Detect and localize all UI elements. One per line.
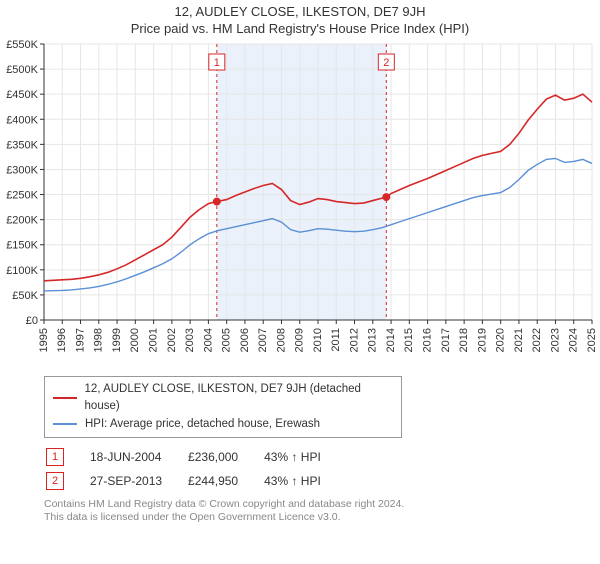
legend-swatch xyxy=(53,423,77,425)
svg-text:2006: 2006 xyxy=(239,328,251,352)
svg-text:2025: 2025 xyxy=(586,328,598,352)
transaction-marker: 1 xyxy=(46,448,64,466)
legend-item: 12, AUDLEY CLOSE, ILKESTON, DE7 9JH (det… xyxy=(53,381,393,416)
svg-text:£250K: £250K xyxy=(6,190,38,202)
svg-text:£0: £0 xyxy=(26,315,38,327)
svg-text:1: 1 xyxy=(214,57,220,69)
svg-text:2010: 2010 xyxy=(312,328,324,352)
svg-text:£50K: £50K xyxy=(12,290,38,302)
transaction-price: £244,950 xyxy=(188,470,262,492)
svg-text:2008: 2008 xyxy=(275,328,287,352)
transaction-hpi: 43% ↑ HPI xyxy=(264,446,345,468)
svg-text:2: 2 xyxy=(383,57,389,69)
svg-text:2023: 2023 xyxy=(549,328,561,352)
legend-label: HPI: Average price, detached house, Erew… xyxy=(85,416,320,433)
footnote-line2: This data is licensed under the Open Gov… xyxy=(44,511,600,525)
transaction-date: 27-SEP-2013 xyxy=(90,470,186,492)
table-row: 2 27-SEP-2013£244,95043% ↑ HPI xyxy=(46,470,345,492)
legend: 12, AUDLEY CLOSE, ILKESTON, DE7 9JH (det… xyxy=(44,376,402,438)
legend-label: 12, AUDLEY CLOSE, ILKESTON, DE7 9JH (det… xyxy=(85,381,393,416)
svg-text:2019: 2019 xyxy=(476,328,488,352)
svg-text:2017: 2017 xyxy=(440,328,452,352)
svg-text:2003: 2003 xyxy=(184,328,196,352)
svg-text:£400K: £400K xyxy=(6,114,38,126)
footnote: Contains HM Land Registry data © Crown c… xyxy=(44,498,600,525)
transaction-hpi: 43% ↑ HPI xyxy=(264,470,345,492)
svg-text:2022: 2022 xyxy=(531,328,543,352)
footnote-line1: Contains HM Land Registry data © Crown c… xyxy=(44,498,600,512)
chart-container: £0 £50K £100K £150K £200K £250K £300K £350K £400… xyxy=(0,40,600,370)
svg-text:2015: 2015 xyxy=(403,328,415,352)
svg-text:1999: 1999 xyxy=(111,328,123,352)
svg-text:2020: 2020 xyxy=(495,328,507,352)
svg-text:2000: 2000 xyxy=(129,328,141,352)
title-subtitle: Price paid vs. HM Land Registry's House … xyxy=(0,21,600,36)
svg-text:£450K: £450K xyxy=(6,89,38,101)
svg-text:1997: 1997 xyxy=(74,328,86,352)
transactions-table: 1 18-JUN-2004£236,00043% ↑ HPI 2 27-SEP-201… xyxy=(44,444,347,494)
legend-swatch xyxy=(53,397,77,399)
table-row: 1 18-JUN-2004£236,00043% ↑ HPI xyxy=(46,446,345,468)
svg-text:2009: 2009 xyxy=(294,328,306,352)
transaction-price: £236,000 xyxy=(188,446,262,468)
svg-text:2013: 2013 xyxy=(367,328,379,352)
svg-text:1996: 1996 xyxy=(56,328,68,352)
transaction-date: 18-JUN-2004 xyxy=(90,446,186,468)
svg-text:2024: 2024 xyxy=(568,328,580,352)
transaction-marker: 2 xyxy=(46,472,64,490)
price-chart: £0 £50K £100K £150K £200K £250K £300K £350K £400… xyxy=(0,40,600,370)
svg-text:2018: 2018 xyxy=(458,328,470,352)
svg-text:2005: 2005 xyxy=(221,328,233,352)
svg-text:£500K: £500K xyxy=(6,64,38,76)
svg-text:£550K: £550K xyxy=(6,40,38,51)
svg-text:2004: 2004 xyxy=(202,328,214,352)
svg-text:£350K: £350K xyxy=(6,139,38,151)
svg-text:2002: 2002 xyxy=(166,328,178,352)
legend-item: HPI: Average price, detached house, Erew… xyxy=(53,416,393,433)
svg-text:1998: 1998 xyxy=(93,328,105,352)
svg-text:£300K: £300K xyxy=(6,164,38,176)
svg-text:2014: 2014 xyxy=(385,328,397,352)
svg-text:2016: 2016 xyxy=(422,328,434,352)
svg-text:£150K: £150K xyxy=(6,240,38,252)
svg-text:£100K: £100K xyxy=(6,265,38,277)
svg-text:2001: 2001 xyxy=(148,328,160,352)
svg-text:2007: 2007 xyxy=(257,328,269,352)
svg-text:£200K: £200K xyxy=(6,215,38,227)
title-address: 12, AUDLEY CLOSE, ILKESTON, DE7 9JH xyxy=(0,4,600,19)
svg-text:2012: 2012 xyxy=(348,328,360,352)
svg-text:1995: 1995 xyxy=(38,328,50,352)
svg-text:2011: 2011 xyxy=(330,328,342,352)
svg-text:2021: 2021 xyxy=(513,328,525,352)
